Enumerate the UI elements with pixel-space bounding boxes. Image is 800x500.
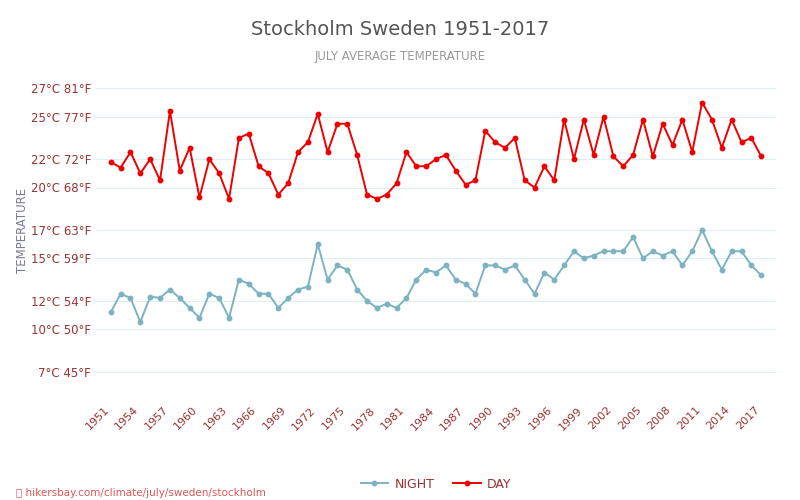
NIGHT [194,315,204,321]
NIGHT [717,266,726,272]
NIGHT [165,286,174,292]
DAY [185,145,194,151]
Line: NIGHT: NIGHT [109,228,763,324]
DAY [224,196,234,202]
NIGHT [757,272,766,278]
NIGHT [411,276,421,282]
NIGHT [106,309,115,315]
DAY [382,192,391,198]
DAY [411,163,421,169]
DAY [609,154,618,160]
DAY [106,159,115,165]
Y-axis label: TEMPERATURE: TEMPERATURE [16,188,29,272]
NIGHT [135,319,145,325]
Line: DAY: DAY [109,100,763,201]
Text: Stockholm Sweden 1951-2017: Stockholm Sweden 1951-2017 [251,20,549,39]
Text: 📍 hikersbay.com/climate/july/sweden/stockholm: 📍 hikersbay.com/climate/july/sweden/stoc… [16,488,266,498]
NIGHT [609,248,618,254]
DAY [698,100,707,105]
DAY [155,178,165,184]
DAY [757,154,766,160]
DAY [717,145,726,151]
NIGHT [382,300,391,306]
Legend: NIGHT, DAY: NIGHT, DAY [356,472,516,496]
NIGHT [698,227,707,233]
Text: JULY AVERAGE TEMPERATURE: JULY AVERAGE TEMPERATURE [314,50,486,63]
